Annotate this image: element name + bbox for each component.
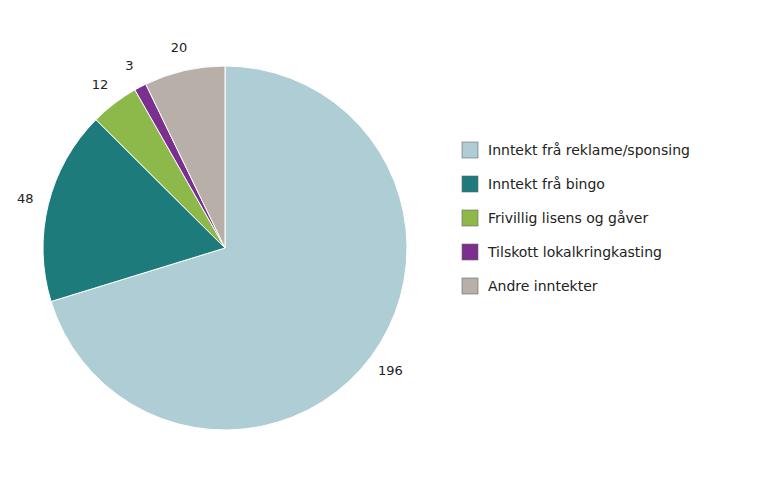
chart-container: 1964812320Inntekt frå reklame/sponsingIn… — [0, 0, 758, 495]
data-label: 3 — [125, 58, 133, 73]
legend-label: Frivillig lisens og gåver — [488, 210, 648, 226]
legend-swatch — [462, 278, 478, 294]
data-label: 48 — [17, 191, 34, 206]
legend-swatch — [462, 176, 478, 192]
legend-label: Tilskott lokalkringkasting — [487, 244, 662, 260]
legend-swatch — [462, 210, 478, 226]
data-label: 20 — [171, 40, 188, 55]
legend-swatch — [462, 142, 478, 158]
chart: 1964812320Inntekt frå reklame/sponsingIn… — [0, 0, 758, 495]
legend-label: Inntekt frå reklame/sponsing — [488, 142, 690, 158]
pie-slice — [146, 66, 225, 248]
legend: Inntekt frå reklame/sponsing Inntekt frå … — [462, 142, 690, 294]
data-label: 12 — [92, 77, 109, 92]
legend-label: Andre inntekter — [488, 278, 598, 294]
data-labels: 196 48 12 3 20 — [17, 40, 403, 378]
legend-label: Inntekt frå bingo — [488, 176, 605, 192]
data-label: 196 — [378, 363, 403, 378]
legend-swatch — [462, 244, 478, 260]
pie — [43, 66, 407, 430]
